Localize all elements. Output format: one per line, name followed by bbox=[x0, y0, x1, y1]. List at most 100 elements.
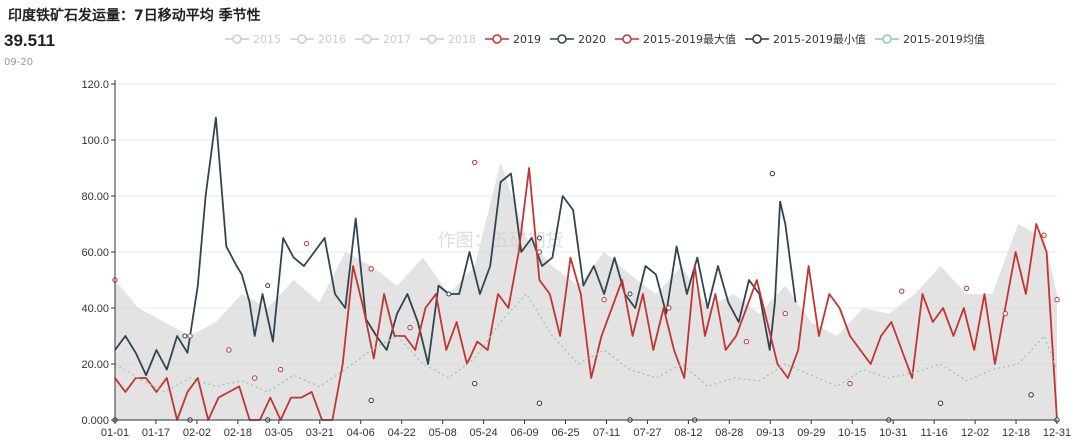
legend-label: 2015-2019最大值 bbox=[643, 33, 736, 46]
max-marker bbox=[782, 310, 788, 317]
x-tick-label: 04-06 bbox=[347, 427, 375, 439]
x-tick-label: 06-09 bbox=[510, 427, 538, 439]
max-marker bbox=[226, 347, 232, 353]
min-marker bbox=[1028, 392, 1034, 398]
min-marker bbox=[937, 400, 944, 406]
x-tick-label: 03-05 bbox=[265, 427, 293, 439]
chart-title: 印度铁矿石发运量：7日移动平均 季节性 bbox=[8, 8, 261, 24]
max-marker bbox=[601, 296, 607, 303]
series-line-2019 bbox=[114, 167, 1058, 421]
y-tick-label: 120.0 bbox=[81, 79, 109, 91]
x-tick-label: 03-21 bbox=[306, 427, 334, 439]
max-marker bbox=[1002, 310, 1008, 317]
legend-item-8[interactable]: 2015-2019均值 bbox=[874, 31, 985, 47]
legend-symbol-icon bbox=[420, 34, 444, 44]
legend-label: 2018 bbox=[448, 32, 476, 46]
x-tick-label: 05-08 bbox=[429, 427, 457, 439]
range-band bbox=[115, 162, 1057, 420]
x-tick-label: 05-24 bbox=[470, 427, 498, 439]
series-lines bbox=[114, 116, 1058, 421]
legend-label: 2017 bbox=[383, 32, 411, 46]
max-marker bbox=[252, 375, 258, 381]
min-marker bbox=[368, 397, 374, 404]
legend-item-1[interactable]: 2016 bbox=[290, 33, 346, 46]
x-tick-label: 08-28 bbox=[715, 427, 743, 439]
legend-label: 2016 bbox=[318, 32, 346, 46]
y-tick-label: 0.000 bbox=[81, 415, 109, 427]
legend-label: 2019 bbox=[513, 32, 541, 46]
max-marker bbox=[407, 324, 413, 331]
min-marker bbox=[472, 380, 478, 387]
x-tick-label: 12-31 bbox=[1043, 427, 1071, 439]
legend-label: 2015 bbox=[253, 32, 281, 46]
max-marker bbox=[666, 305, 672, 311]
x-tick-label: 07-11 bbox=[593, 427, 620, 439]
y-tick-label: 20.00 bbox=[81, 359, 109, 371]
legend-item-2[interactable]: 2017 bbox=[355, 33, 411, 46]
legend-item-6[interactable]: 2015-2019最大值 bbox=[615, 31, 736, 47]
axes: 0.000 20.00 40.00 60.00 80.00 100.0 120.0 01-01… bbox=[81, 79, 1071, 439]
x-tick-label: 09-13 bbox=[756, 427, 784, 439]
x-tick-label: 09-29 bbox=[797, 427, 825, 439]
legend-symbol-icon bbox=[744, 34, 769, 44]
legend-item-4[interactable]: 2019 bbox=[485, 33, 541, 46]
max-marker bbox=[899, 288, 905, 294]
legend-symbol-icon bbox=[615, 34, 639, 44]
x-tick-label: 01-17 bbox=[142, 427, 170, 439]
legend-symbol-icon bbox=[550, 34, 574, 44]
min-marker bbox=[536, 400, 543, 406]
min-marker bbox=[769, 170, 776, 177]
x-tick-label: 06-25 bbox=[551, 427, 579, 439]
series-2020-marker bbox=[182, 333, 188, 339]
x-tick-label: 04-22 bbox=[388, 427, 416, 439]
y-tick-label: 80.00 bbox=[81, 191, 109, 203]
max-marker bbox=[1041, 232, 1047, 238]
max-marker bbox=[303, 240, 310, 247]
watermark: 作图：五矿期货 bbox=[438, 230, 564, 251]
max-marker bbox=[847, 380, 853, 387]
legend-symbol-icon bbox=[355, 34, 379, 44]
legend-item-5[interactable]: 2020 bbox=[550, 33, 606, 46]
legend-symbol-icon bbox=[290, 34, 314, 44]
x-tick-label: 12-18 bbox=[1002, 427, 1030, 439]
legend: 2015 2016 2017 2018 2019 2020 2015-2019最大值 2015… bbox=[225, 30, 994, 48]
x-tick-label: 02-18 bbox=[224, 427, 252, 439]
legend-label: 2020 bbox=[578, 32, 606, 46]
max-marker bbox=[187, 333, 193, 339]
series-2020-marker bbox=[265, 283, 271, 289]
x-tick-label: 11-16 bbox=[920, 427, 947, 439]
legend-item-7[interactable]: 2015-2019最小值 bbox=[744, 31, 866, 47]
max-marker bbox=[368, 266, 374, 272]
max-marker bbox=[472, 159, 478, 166]
x-tick-label: 10-15 bbox=[838, 427, 866, 439]
y-tick-label: 100.0 bbox=[81, 135, 109, 147]
series-2020-marker bbox=[446, 291, 452, 297]
max-range-area bbox=[115, 162, 1057, 420]
series-2020-marker bbox=[536, 235, 542, 241]
x-tick-label: 01-01 bbox=[101, 427, 129, 439]
latest-value: 39.511 bbox=[4, 31, 56, 50]
legend-label: 2015-2019均值 bbox=[902, 33, 985, 46]
legend-item-0[interactable]: 2015 bbox=[225, 33, 281, 46]
x-tick-label: 12-02 bbox=[961, 427, 989, 439]
latest-date: 09-20 bbox=[4, 57, 34, 68]
x-tick-label: 02-02 bbox=[183, 427, 211, 439]
x-tick-label: 08-12 bbox=[674, 427, 702, 439]
max-marker bbox=[277, 366, 284, 373]
legend-symbol-icon bbox=[874, 34, 899, 44]
legend-label: 2015-2019最小值 bbox=[772, 33, 866, 46]
series-2020-marker bbox=[627, 291, 633, 297]
x-tick-label: 07-27 bbox=[633, 427, 661, 439]
x-tick-label: 10-31 bbox=[879, 427, 907, 439]
y-tick-label: 60.00 bbox=[81, 247, 109, 259]
legend-symbol-icon bbox=[485, 34, 509, 44]
series-line-2020 bbox=[114, 116, 797, 377]
max-marker bbox=[1054, 296, 1060, 303]
max-marker bbox=[536, 249, 543, 255]
legend-item-3[interactable]: 2018 bbox=[420, 33, 476, 46]
legend-symbol-icon bbox=[225, 34, 249, 44]
y-tick-label: 40.00 bbox=[81, 303, 109, 315]
max-marker bbox=[743, 338, 750, 345]
max-marker bbox=[963, 285, 970, 292]
